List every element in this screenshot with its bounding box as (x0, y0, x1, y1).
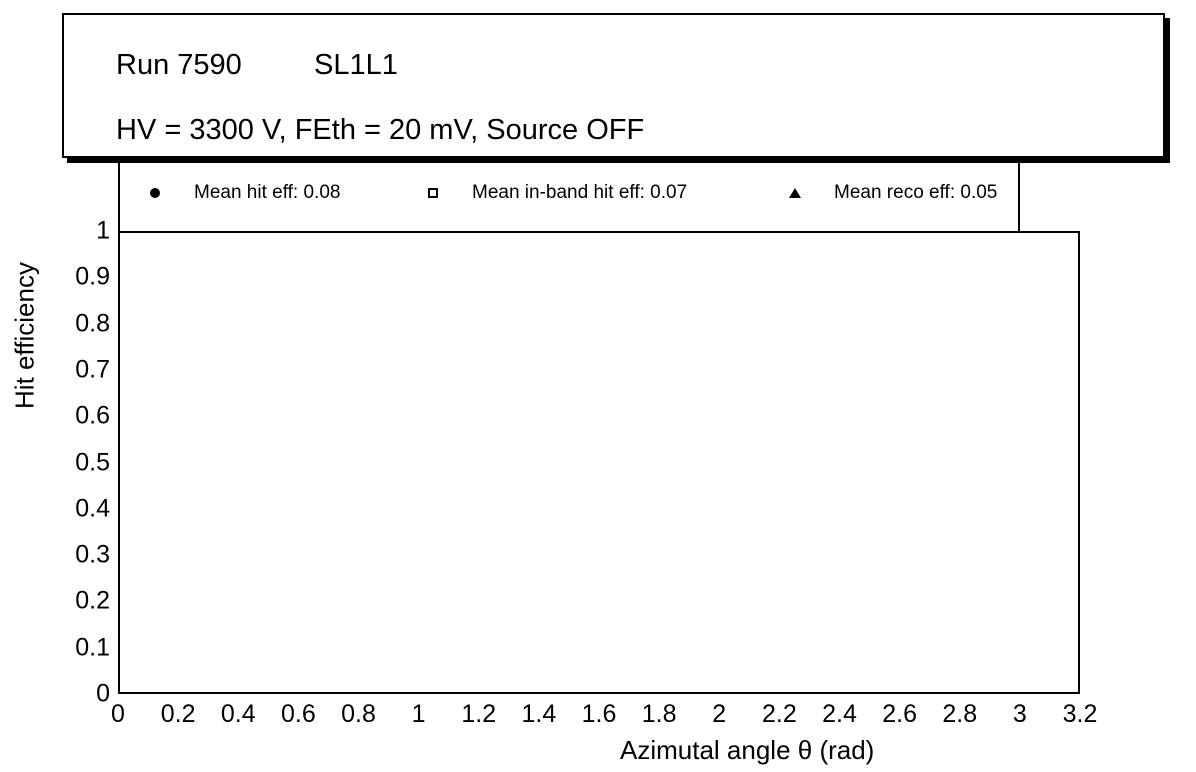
legend-entry-hit-eff: Mean hit eff: 0.08 (132, 181, 340, 205)
y-tick-label: 0.2 (75, 586, 110, 615)
filled-circle-icon (132, 183, 178, 203)
x-tick-label: 1.8 (641, 700, 677, 728)
y-tick-label: 0.9 (75, 262, 110, 291)
y-tick-label: 1 (96, 216, 110, 245)
plot-frame (118, 231, 1080, 694)
y-tick-label: 0.1 (75, 633, 110, 662)
x-axis-ticks: 0 0.2 0.4 0.6 0.8 1 1.2 1.4 1.6 1.8 2 2.2 2.4 2.6 2.8 3… (111, 700, 1097, 734)
legend-entry-inband-hit-eff: Mean in-band hit eff: 0.07 (410, 181, 687, 205)
x-tick-label: 1 (411, 700, 426, 728)
x-tick-label: 0.4 (220, 700, 256, 728)
y-axis-title: Hit efficiency (9, 262, 40, 409)
x-tick-label: 0.8 (341, 700, 376, 728)
x-tick-label: 0.6 (280, 700, 316, 728)
y-tick-label: 0 (96, 679, 110, 708)
filled-triangle-icon (772, 183, 818, 203)
run-label: Run 7590 (116, 49, 242, 81)
x-tick-label: 1.4 (521, 700, 557, 728)
y-tick-label: 0.6 (75, 401, 110, 430)
x-tick-label: 2 (712, 700, 727, 728)
y-tick-label: 0.8 (75, 309, 110, 338)
x-tick-label: 2.2 (761, 700, 797, 728)
x-tick-label: 2.6 (882, 700, 918, 728)
y-tick-label: 0.3 (75, 540, 110, 569)
legend-label-reco-eff: Mean reco eff: 0.05 (834, 182, 998, 203)
x-tick-label: 0 (111, 700, 125, 728)
conditions-label: HV = 3300 V, FEth = 20 mV, Source OFF (116, 114, 645, 146)
x-tick-label: 0.2 (160, 700, 196, 728)
y-tick-label: 0.4 (75, 494, 110, 523)
y-tick-label: 0.7 (75, 355, 110, 384)
x-tick-label: 2.8 (942, 700, 978, 728)
x-axis-title: Azimutal angle θ (rad) (620, 735, 875, 765)
legend-entry-reco-eff: Mean reco eff: 0.05 (772, 181, 997, 205)
title-box: Run 7590 SL1L1 HV = 3300 V, FEth = 20 mV… (62, 13, 1165, 158)
legend: Mean hit eff: 0.08 Mean in-band hit eff:… (118, 161, 1020, 231)
y-axis-ticks: 0 0.1 0.2 0.3 0.4 0.5 0.6 0.7 0.8 0.9 1 (0, 217, 110, 708)
open-square-icon (410, 183, 456, 203)
legend-label-inband-hit-eff: Mean in-band hit eff: 0.07 (472, 182, 688, 203)
x-tick-label: 3 (1012, 700, 1027, 728)
x-tick-label: 1.2 (461, 700, 497, 728)
x-tick-label: 3.2 (1062, 700, 1098, 728)
y-tick-label: 0.5 (75, 448, 110, 476)
legend-label-hit-eff: Mean hit eff: 0.08 (194, 182, 341, 203)
x-tick-label: 1.6 (581, 700, 617, 728)
x-tick-label: 2.4 (822, 700, 857, 728)
superlayer-label: SL1L1 (314, 49, 398, 81)
